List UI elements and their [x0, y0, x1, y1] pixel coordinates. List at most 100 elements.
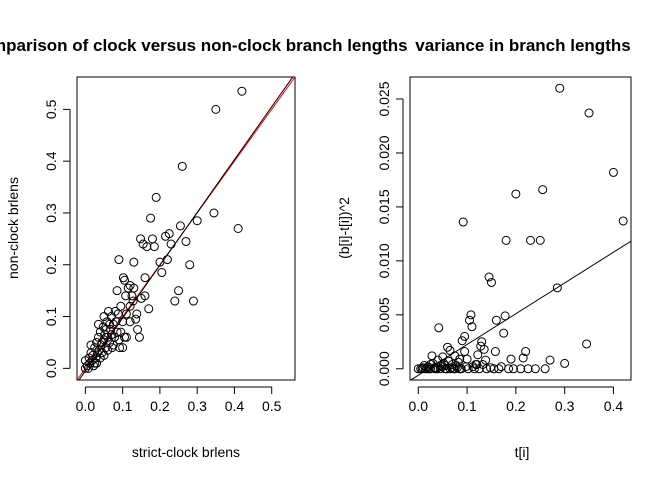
right-scatter-point	[461, 348, 469, 356]
left-y-tick-label: 0.1	[43, 307, 59, 327]
left-scatter-point	[176, 222, 184, 230]
right-x-tick-label: 0.1	[457, 398, 477, 414]
right-scatter-point	[463, 355, 471, 363]
right-scatter-point	[491, 348, 499, 356]
left-scatter-point	[175, 287, 183, 295]
right-y-tick-label: 0.010	[376, 243, 392, 278]
right-scatter-point	[517, 365, 525, 373]
left-fit-line	[77, 74, 295, 383]
right-scatter-point	[459, 218, 467, 226]
left-scatter-point	[133, 310, 141, 318]
right-scatter-point	[505, 365, 513, 373]
left-scatter-point	[238, 87, 246, 95]
left-scatter-point	[193, 217, 201, 225]
left-scatter-point	[212, 105, 220, 113]
left-scatter-point	[167, 240, 175, 248]
right-scatter-point	[527, 236, 535, 244]
left-scatter-point	[158, 269, 166, 277]
left-scatter-point	[130, 258, 138, 266]
left-y-tick-label: 0.3	[43, 203, 59, 223]
right-x-axis: 0.0 0.1 0.2 0.3 0.4	[409, 387, 624, 414]
left-x-tick-label: 0.0	[76, 398, 96, 414]
left-scatter-point	[117, 302, 125, 310]
right-scatter-point	[619, 217, 627, 225]
right-scatter-point	[501, 312, 509, 320]
left-y-axis-label: non-clock brlens	[5, 177, 21, 279]
right-scatter-point	[507, 355, 515, 363]
right-scatter-point	[524, 365, 532, 373]
right-y-tick-label: 0.005	[376, 297, 392, 332]
left-scatter-point	[94, 320, 102, 328]
left-scatter-point	[186, 261, 194, 269]
right-scatter-point	[474, 351, 482, 359]
right-x-tick-label: 0.4	[604, 398, 624, 414]
right-scatter-point	[435, 324, 443, 332]
left-x-tick-label: 0.3	[187, 398, 207, 414]
right-y-axis: 0.000 0.005 0.010 0.015 0.020 0.025	[376, 81, 403, 386]
right-y-tick-label: 0.020	[376, 135, 392, 170]
left-y-tick-label: 0.2	[43, 255, 59, 275]
right-scatter-point	[512, 190, 520, 198]
left-x-axis: 0.0 0.1 0.2 0.3 0.4 0.5	[76, 387, 282, 414]
left-x-tick-label: 0.5	[262, 398, 282, 414]
right-scatter-point	[585, 109, 593, 117]
left-x-tick-label: 0.2	[150, 398, 170, 414]
left-scatter-point	[115, 256, 123, 264]
left-scatter-point	[182, 237, 190, 245]
left-line-layer	[77, 74, 295, 383]
right-scatter-point	[509, 365, 517, 373]
right-points-layer	[414, 84, 627, 373]
left-scatter-point	[171, 297, 179, 305]
left-scatter-point	[150, 243, 158, 251]
right-y-axis-label: (b[i]-t[i])^2	[336, 197, 352, 259]
right-scatter-point	[467, 311, 475, 319]
left-y-axis: 0.0 0.1 0.2 0.3 0.4 0.5	[43, 99, 70, 378]
right-chart-title: variance in branch lengths	[415, 36, 630, 55]
right-scatter-point	[492, 316, 500, 324]
left-scatter-point	[148, 235, 156, 243]
right-scatter-point	[531, 365, 539, 373]
right-scatter-point	[556, 84, 564, 92]
left-points-layer	[81, 87, 246, 372]
left-scatter-point	[178, 162, 186, 170]
left-scatter-point	[113, 287, 121, 295]
right-x-axis-label: t[i]	[515, 444, 530, 460]
right-scatter-point	[541, 365, 549, 373]
right-x-tick-label: 0.2	[506, 398, 526, 414]
left-scatter-point	[134, 326, 142, 334]
left-y-tick-label: 0.4	[43, 151, 59, 171]
left-scatter-point	[152, 193, 160, 201]
right-scatter-point	[546, 356, 554, 364]
right-scatter-point	[495, 365, 503, 373]
right-scatter-point	[428, 352, 436, 360]
left-scatter-point	[147, 214, 155, 222]
right-x-tick-label: 0.0	[409, 398, 429, 414]
left-scatter-point	[163, 256, 171, 264]
left-scatter-point	[145, 305, 153, 313]
left-x-tick-label: 0.1	[113, 398, 133, 414]
right-x-tick-label: 0.3	[555, 398, 575, 414]
left-scatter-point	[135, 333, 143, 341]
right-scatter-point	[500, 329, 508, 337]
right-scatter-point	[539, 186, 547, 194]
left-chart-title: Comparison of clock versus non-clock bra…	[0, 36, 408, 55]
right-scatter-point	[497, 363, 505, 371]
right-scatter-point	[502, 236, 510, 244]
right-panel: variance in branch lengths 0.0 0.1 0.2 0.3 0…	[336, 36, 631, 460]
right-scatter-point	[561, 359, 569, 367]
left-scatter-point	[210, 209, 218, 217]
left-scatter-point	[234, 225, 242, 233]
left-x-axis-label: strict-clock brlens	[132, 444, 240, 460]
left-x-tick-label: 0.4	[225, 398, 245, 414]
left-y-tick-label: 0.5	[43, 99, 59, 119]
left-scatter-point	[189, 297, 197, 305]
left-scatter-point	[141, 274, 149, 282]
right-plot-box	[410, 77, 631, 380]
left-y-tick-label: 0.0	[43, 358, 59, 378]
right-scatter-point	[609, 168, 617, 176]
right-scatter-point	[583, 340, 591, 348]
right-y-tick-label: 0.000	[376, 351, 392, 386]
right-y-tick-label: 0.015	[376, 189, 392, 224]
right-scatter-point	[536, 236, 544, 244]
